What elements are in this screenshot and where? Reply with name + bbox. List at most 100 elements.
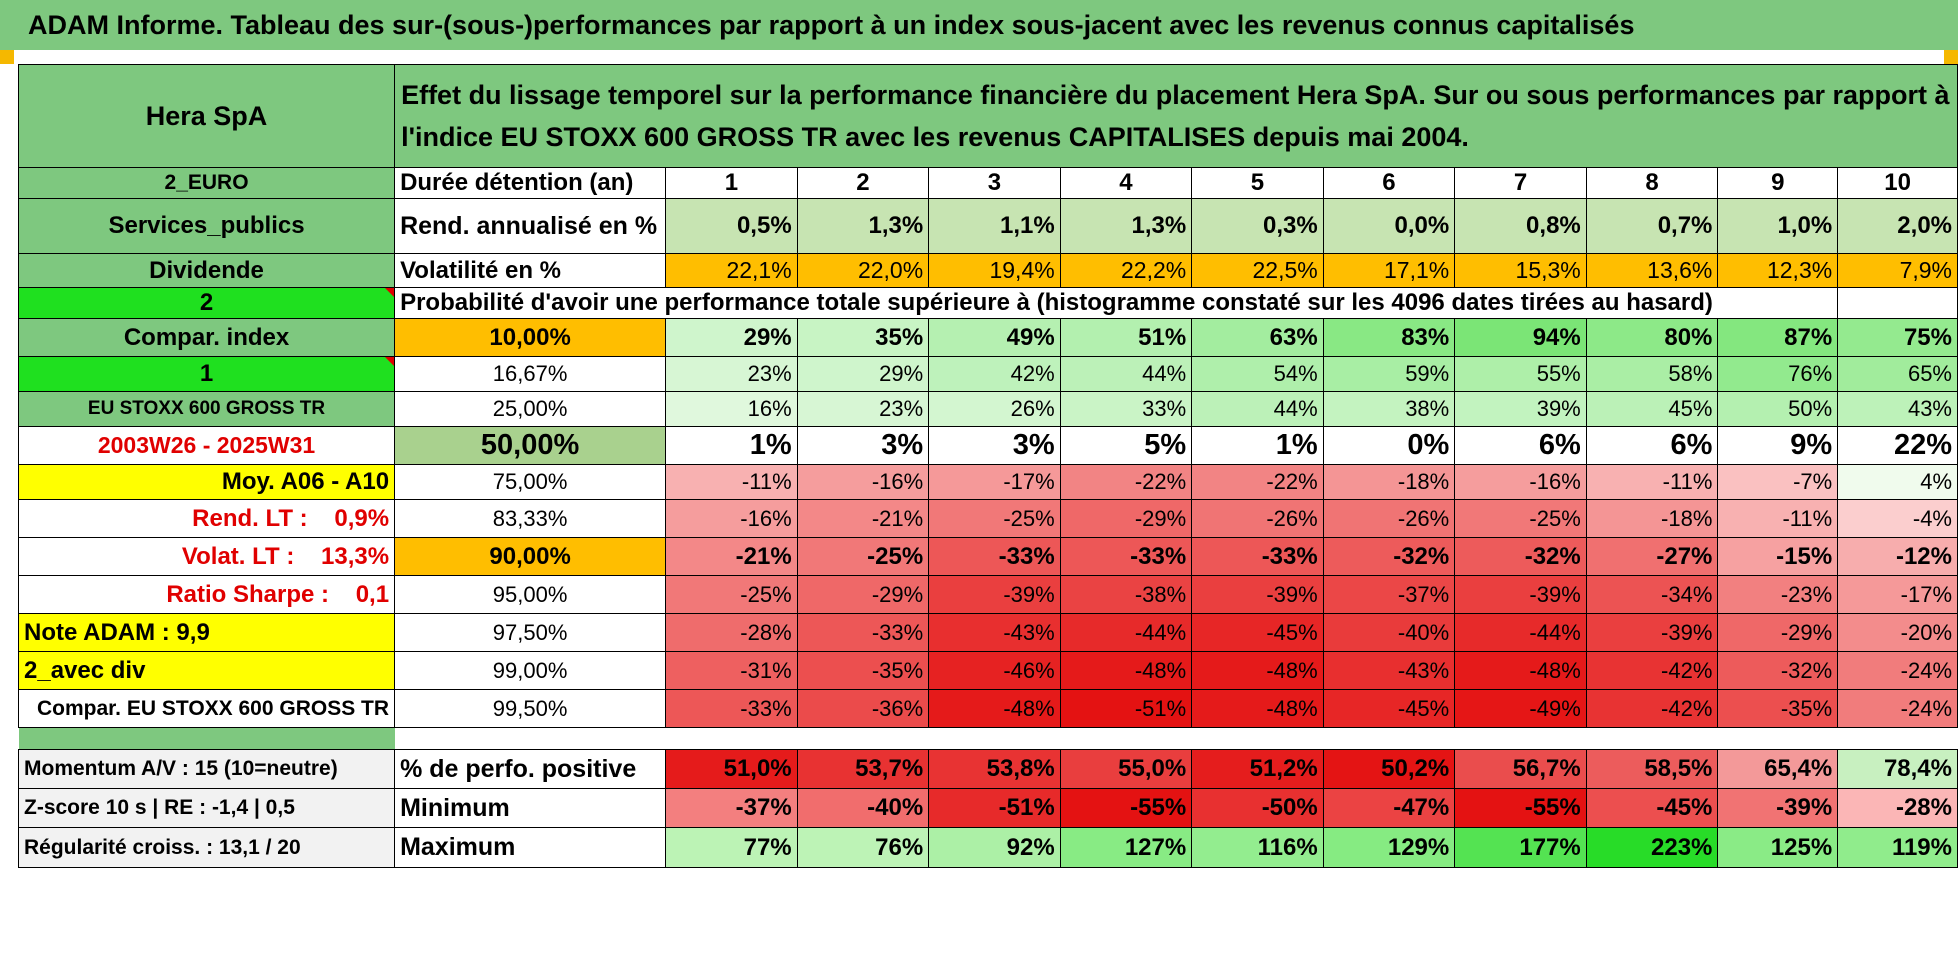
stat-value: 116% — [1191, 827, 1324, 868]
quantile-value: -32% — [1322, 537, 1456, 576]
currency-label: 2_EURO — [17, 167, 396, 199]
year-header: 2 — [796, 167, 930, 199]
stat-value: 119% — [1837, 827, 1958, 868]
quantile-value: -42% — [1585, 689, 1719, 728]
quantile-value: -11% — [1717, 499, 1839, 538]
vol-value: 7,9% — [1837, 253, 1958, 288]
quantile-label: 99,00% — [394, 651, 667, 690]
quantile-value: -39% — [1191, 575, 1324, 614]
quantile-value: -18% — [1585, 499, 1719, 538]
performance-table: Hera SpA Effet du lissage temporel sur la… — [17, 64, 1958, 868]
quantile-value: 26% — [928, 391, 1061, 427]
stat-value: 58,5% — [1585, 749, 1719, 789]
quantile-value: 1% — [1191, 426, 1324, 465]
prob-spacer — [1837, 287, 1958, 319]
quantile-value: 0% — [1322, 426, 1456, 465]
quantile-row: 2003W26 - 2025W31 50,00% 1% 3% 3% 5% 1% 0% 6% 6% 9… — [17, 426, 1958, 465]
vol-label: Volatilité en % — [394, 253, 667, 288]
quantile-value: 4% — [1837, 464, 1958, 500]
quantile-value: -33% — [928, 537, 1061, 576]
quantile-value: -24% — [1837, 689, 1958, 728]
corner-marker-right — [1944, 50, 1958, 64]
quantile-value: 6% — [1454, 426, 1587, 465]
quantile-label: 95,00% — [394, 575, 667, 614]
stat-value: 56,7% — [1454, 749, 1587, 789]
quantile-value: -25% — [796, 537, 930, 576]
quantile-value: 33% — [1059, 391, 1193, 427]
quantile-value: -29% — [1717, 613, 1839, 652]
quantile-value: -39% — [1585, 613, 1719, 652]
quantile-value: -42% — [1585, 651, 1719, 690]
stat-label: Minimum — [394, 788, 667, 828]
stat-value: -37% — [665, 788, 798, 828]
quantile-value: -25% — [928, 499, 1061, 538]
quantile-value: -35% — [1717, 689, 1839, 728]
year-header: 1 — [665, 167, 798, 199]
stat-value: -45% — [1585, 788, 1719, 828]
quantile-value: -45% — [1191, 613, 1324, 652]
quantile-value: -49% — [1454, 689, 1587, 728]
quantile-value: 44% — [1191, 391, 1324, 427]
indicator-label: Momentum A/V : 15 (10=neutre) — [17, 749, 396, 789]
stat-value: 65,4% — [1717, 749, 1839, 789]
quantile-value: -21% — [665, 537, 798, 576]
quantile-value: 75% — [1837, 318, 1958, 357]
quantile-value: -20% — [1837, 613, 1958, 652]
quantile-value: 80% — [1585, 318, 1719, 357]
rend-value: 0,8% — [1454, 198, 1587, 254]
quantile-value: 45% — [1585, 391, 1719, 427]
quantile-value: -33% — [796, 613, 930, 652]
rend-row: Services_publics Rend. annualisé en % 0,5%… — [17, 198, 1958, 254]
quantile-value: 49% — [928, 318, 1061, 357]
quantile-value: -11% — [1585, 464, 1719, 500]
spacer-green — [18, 727, 395, 750]
rend-value: 2,0% — [1837, 198, 1958, 254]
quantile-value: -44% — [1059, 613, 1193, 652]
quantile-value: -43% — [1322, 651, 1456, 690]
vol-value: 13,6% — [1585, 253, 1719, 288]
quantile-value: 63% — [1191, 318, 1324, 357]
quantile-value: -39% — [1454, 575, 1587, 614]
quantile-value: 44% — [1059, 356, 1193, 392]
stat-value: -28% — [1837, 788, 1958, 828]
count-two: 2 — [17, 287, 396, 319]
stat-value: 92% — [928, 827, 1061, 868]
quantile-row: Note ADAM : 9,9 97,50% -28% -33% -43% -44% -45… — [17, 613, 1958, 652]
stat-value: 223% — [1585, 827, 1719, 868]
quantile-value: 23% — [796, 391, 930, 427]
duree-label: Durée détention (an) — [394, 167, 667, 199]
stat-value: 127% — [1059, 827, 1193, 868]
effect-header: Effet du lissage temporel sur la perform… — [394, 64, 1958, 168]
quantile-value: -37% — [1322, 575, 1456, 614]
quantile-value: 3% — [928, 426, 1061, 465]
vol-value: 12,3% — [1717, 253, 1839, 288]
stat-value: 125% — [1717, 827, 1839, 868]
quantile-row: Compar. EU STOXX 600 GROSS TR 99,50% -33% -… — [17, 689, 1958, 728]
stats-row: Régularité croiss. : 13,1 / 20 Maximum 77%… — [17, 827, 1958, 868]
quantile-value: -34% — [1585, 575, 1719, 614]
year-header: 10 — [1837, 167, 1958, 199]
vol-value: 22,0% — [796, 253, 930, 288]
quantile-value: -27% — [1585, 537, 1719, 576]
stat-value: 129% — [1322, 827, 1456, 868]
quantile-value: 16% — [665, 391, 798, 427]
quantile-value: 83% — [1322, 318, 1456, 357]
quantile-value: 54% — [1191, 356, 1324, 392]
header-row: Hera SpA Effet du lissage temporel sur la… — [17, 64, 1958, 168]
stat-value: -39% — [1717, 788, 1839, 828]
company-name: Hera SpA — [17, 64, 396, 168]
quantile-value: -36% — [796, 689, 930, 728]
quantile-value: 9% — [1717, 426, 1839, 465]
stat-value: 53,7% — [796, 749, 930, 789]
quantile-value: -16% — [796, 464, 930, 500]
quantile-value: -38% — [1059, 575, 1193, 614]
vol-value: 15,3% — [1454, 253, 1587, 288]
quantile-value: -48% — [1454, 651, 1587, 690]
spacer — [394, 727, 1958, 750]
quantile-value: 94% — [1454, 318, 1587, 357]
quantile-value: 23% — [665, 356, 798, 392]
vol-value: 22,2% — [1059, 253, 1193, 288]
indicator-label: Z-score 10 s | RE : -1,4 | 0,5 — [17, 788, 396, 828]
quantile-value: -35% — [796, 651, 930, 690]
quantile-value: -25% — [1454, 499, 1587, 538]
